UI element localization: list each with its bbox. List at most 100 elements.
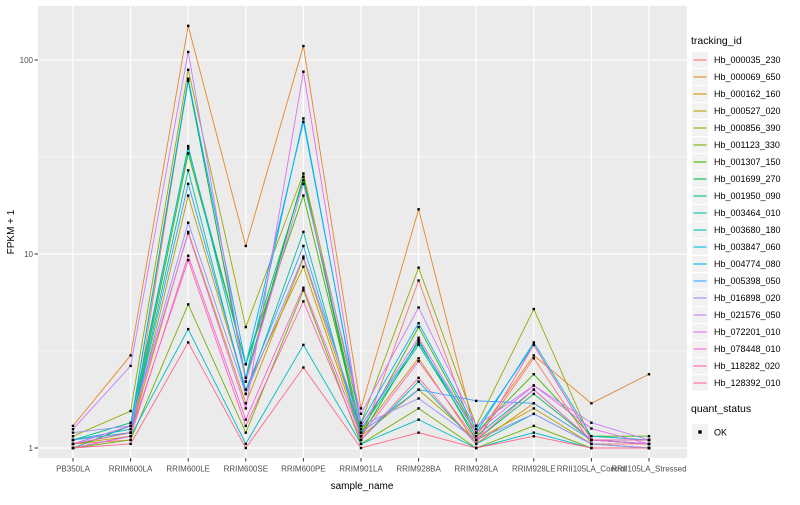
data-point: [71, 424, 75, 428]
legend-item-label: Hb_003680_180: [714, 225, 781, 235]
legend-item: Hb_078448_010: [692, 341, 781, 357]
data-point: [417, 306, 420, 309]
data-point: [244, 424, 247, 428]
y-tick-label: 1: [29, 444, 34, 453]
data-point: [417, 266, 420, 269]
data-point: [302, 194, 305, 197]
x-tick-label: RRIM928BA: [396, 465, 441, 474]
data-point: [532, 307, 535, 311]
data-point: [244, 376, 247, 380]
legend-shape-title: quant_status: [691, 403, 751, 415]
data-point: [532, 412, 535, 416]
data-point: [71, 446, 75, 450]
data-point: [129, 421, 132, 424]
legend-item: Hb_003464_010: [692, 205, 781, 221]
data-point: [417, 279, 420, 282]
data-point: [129, 354, 132, 357]
data-point: [417, 418, 420, 421]
data-point: [359, 442, 363, 446]
data-point: [187, 152, 190, 155]
legend-item: Hb_128392_010: [692, 375, 781, 391]
data-point: [417, 325, 420, 329]
data-point: [71, 427, 75, 431]
legend-item: Hb_072201_010: [692, 324, 781, 340]
data-point: [187, 24, 190, 28]
data-point: [532, 424, 535, 428]
data-point: [71, 438, 75, 442]
legend-item-label: Hb_001307_150: [714, 157, 781, 167]
data-point: [302, 182, 305, 186]
x-tick-label: RRIM928LA: [454, 465, 498, 474]
legend-item: Hb_000162_160: [692, 86, 781, 102]
data-point: [187, 341, 190, 344]
data-point: [302, 265, 305, 268]
data-point: [532, 392, 535, 396]
data-point: [417, 407, 420, 410]
y-tick-label: 10: [24, 250, 33, 259]
data-point: [532, 402, 535, 405]
legend-item: Hb_001307_150: [692, 154, 781, 170]
x-tick-label: RRIM600PE: [281, 465, 325, 474]
legend-item-label: OK: [714, 428, 727, 438]
data-point: [187, 79, 190, 83]
data-point: [71, 442, 75, 446]
data-point: [417, 338, 420, 342]
data-point: [302, 230, 305, 234]
data-point: [532, 373, 535, 376]
legend-item-label: Hb_000527_020: [714, 106, 781, 116]
data-point: [532, 357, 535, 360]
data-point: [302, 300, 305, 303]
x-axis-title: sample_name: [331, 481, 394, 492]
data-point: [244, 392, 247, 396]
y-axis-title: FPKM + 1: [6, 209, 17, 254]
data-point: [417, 336, 420, 339]
data-point: [647, 446, 651, 450]
data-point: [302, 255, 305, 258]
data-point: [244, 380, 247, 383]
data-point: [590, 435, 593, 438]
data-point: [244, 325, 247, 329]
legend-item: Hb_003847_060: [692, 239, 781, 255]
data-point: [187, 169, 190, 172]
legend-item: Hb_005398_050: [692, 273, 781, 289]
series-points: [71, 24, 651, 450]
data-point: [187, 230, 190, 234]
legend-item: Hb_003680_180: [692, 222, 781, 238]
x-tick-label: RRII105LA_Stressed: [611, 465, 686, 474]
data-point: [417, 376, 420, 380]
legend-item-label: Hb_000856_390: [714, 123, 781, 133]
legend-color-title: tracking_id: [691, 35, 742, 47]
data-point: [302, 44, 305, 48]
legend-item: Hb_000856_390: [692, 120, 781, 136]
data-point: [244, 418, 247, 421]
data-point: [302, 172, 305, 175]
data-point: [475, 435, 478, 438]
data-point: [302, 70, 305, 73]
data-point: [647, 442, 651, 446]
data-point: [475, 399, 478, 403]
data-point: [590, 442, 593, 446]
legend-item-label: Hb_016898_020: [714, 293, 781, 303]
data-point: [187, 182, 190, 186]
data-point: [590, 427, 593, 430]
data-point: [129, 424, 132, 428]
data-point: [647, 435, 651, 438]
data-point: [417, 321, 420, 325]
data-point: [417, 357, 420, 360]
data-point: [359, 407, 363, 410]
data-point: [244, 446, 247, 450]
data-point: [129, 431, 132, 434]
legend-item: Hb_016898_020: [692, 290, 781, 306]
data-point: [302, 120, 305, 124]
legend-item-label: Hb_001699_270: [714, 174, 781, 184]
data-point: [71, 431, 75, 434]
data-point: [187, 147, 190, 150]
legend-item: Hb_000035_230: [692, 52, 781, 68]
data-point: [359, 412, 363, 416]
x-tick-label: RRIM901LA: [339, 465, 383, 474]
legend-item-label: Hb_001950_090: [714, 191, 781, 201]
legend-item-label: Hb_000162_160: [714, 89, 781, 99]
data-point: [532, 435, 535, 438]
data-point: [187, 254, 190, 257]
data-point: [187, 144, 190, 148]
